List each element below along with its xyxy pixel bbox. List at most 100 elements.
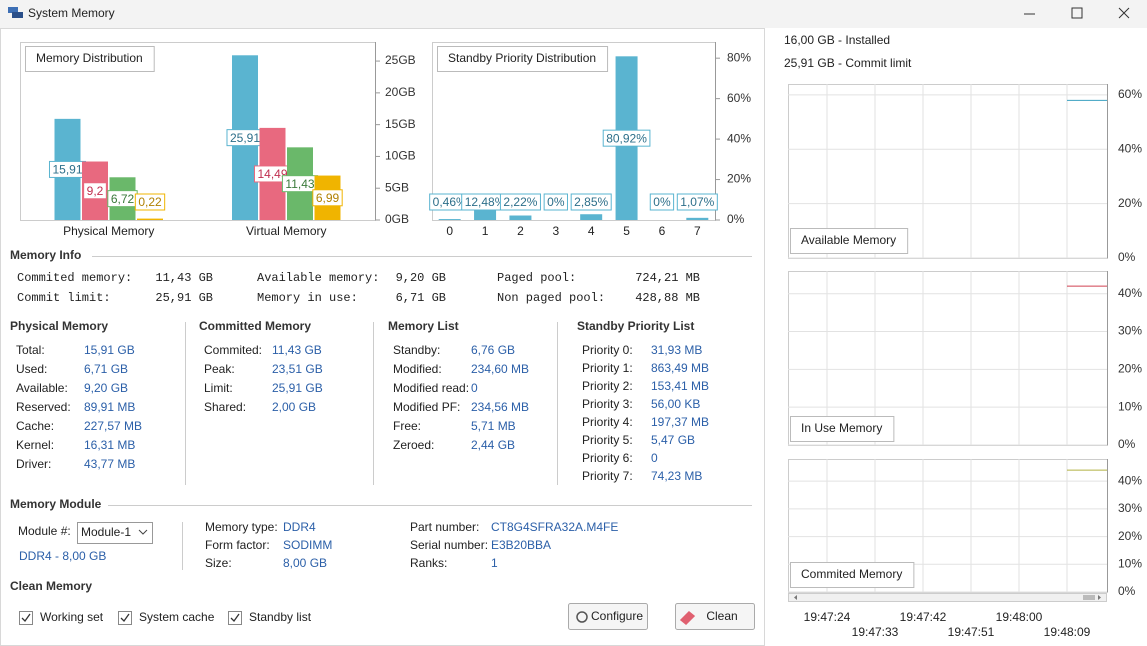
y-tick-label: 40% xyxy=(1118,286,1142,300)
list-title: Committed Memory xyxy=(199,319,311,333)
info-label: Non paged pool: xyxy=(497,291,605,305)
list-value: 6,71 GB xyxy=(84,362,128,376)
list-value: 89,91 MB xyxy=(84,400,135,414)
bar xyxy=(137,218,163,220)
button[interactable] xyxy=(675,603,755,630)
list-value: 23,51 GB xyxy=(272,362,323,376)
x-tick-label: 6 xyxy=(659,224,666,238)
list-value: 153,41 MB xyxy=(651,379,709,393)
commit-limit-text: 25,91 GB - Commit limit xyxy=(784,56,912,70)
list-value: 2,00 GB xyxy=(272,400,316,414)
button-icon xyxy=(576,611,588,623)
info-value: 9,20 GB xyxy=(396,271,446,285)
info-value: 724,21 MB xyxy=(635,271,700,285)
close-button[interactable] xyxy=(1118,7,1130,19)
info-label: Commit limit: xyxy=(17,291,111,305)
button-label: Configure xyxy=(591,609,643,623)
list-value: 31,93 MB xyxy=(651,343,702,357)
checkbox[interactable] xyxy=(118,611,132,625)
y-tick-label: 20% xyxy=(1118,362,1142,376)
list-label: Total: xyxy=(16,343,45,357)
x-tick-label: 3 xyxy=(552,224,559,238)
maximize-button[interactable] xyxy=(1071,7,1083,19)
list-label: Priority 3: xyxy=(582,397,633,411)
list-label: Shared: xyxy=(204,400,246,414)
list-label: Priority 4: xyxy=(582,415,633,429)
list-value: 6,76 GB xyxy=(471,343,515,357)
value-label: 6,99 xyxy=(316,191,340,205)
list-label: Modified: xyxy=(393,362,442,376)
value-label-box xyxy=(134,193,166,211)
value-label: 0,22 xyxy=(138,195,162,209)
y-tick-label: 20% xyxy=(1118,196,1142,210)
y-tick-label: 0% xyxy=(1118,250,1136,264)
y-tick-label: 20% xyxy=(1118,529,1142,543)
value-label-box xyxy=(602,129,651,147)
list-label: Reserved: xyxy=(16,400,71,414)
value-label-box xyxy=(649,193,675,211)
y-tick-label: 25GB xyxy=(385,53,416,67)
list-value: 5,71 MB xyxy=(471,419,516,433)
bar xyxy=(580,214,603,220)
detail-label: Ranks: xyxy=(410,556,447,570)
list-value: 0 xyxy=(471,381,478,395)
x-tick-label: 4 xyxy=(588,224,595,238)
info-label: Memory in use: xyxy=(257,291,358,305)
y-tick-label: 80% xyxy=(727,50,751,64)
value-label: 1,07% xyxy=(680,195,714,209)
x-tick-label: 19:47:51 xyxy=(948,625,995,639)
list-value: 2,44 GB xyxy=(471,438,515,452)
x-tick-label: 0 xyxy=(446,224,453,238)
scrollbar[interactable] xyxy=(788,593,1107,602)
list-value: 0 xyxy=(651,451,658,465)
list-title: Physical Memory xyxy=(10,319,108,333)
y-tick-label: 0% xyxy=(1118,584,1136,598)
list-value: 197,37 MB xyxy=(651,415,709,429)
x-tick-label: 1 xyxy=(482,224,489,238)
chart-title-box xyxy=(790,228,909,254)
list-value: 43,77 MB xyxy=(84,457,135,471)
value-label: 12,48% xyxy=(465,195,506,209)
value-label: 2,22% xyxy=(503,195,537,209)
y-tick-label: 30% xyxy=(1118,324,1142,338)
value-label-box xyxy=(312,189,343,207)
checkbox[interactable] xyxy=(19,611,33,625)
detail-value: 1 xyxy=(491,556,498,570)
info-label: Available memory: xyxy=(257,271,379,285)
y-tick-label: 40% xyxy=(727,131,751,145)
bar xyxy=(509,215,532,220)
list-label: Standby: xyxy=(393,343,440,357)
value-label-box xyxy=(83,182,107,200)
module-select[interactable] xyxy=(77,522,153,544)
list-label: Commited: xyxy=(204,343,262,357)
value-label: 14,49 xyxy=(257,167,287,181)
list-label: Driver: xyxy=(16,457,51,471)
checkmark xyxy=(230,613,240,623)
chart-title: Available Memory xyxy=(801,233,896,247)
value-label-box xyxy=(570,193,612,211)
y-tick-label: 60% xyxy=(1118,87,1142,101)
x-tick-label: Virtual Memory xyxy=(246,224,326,238)
value-label: 9,2 xyxy=(87,184,104,198)
y-tick-label: 15GB xyxy=(385,117,416,131)
detail-value: CT8G4SFRA32A.M4FE xyxy=(491,520,618,534)
detail-label: Memory type: xyxy=(205,520,278,534)
list-label: Peak: xyxy=(204,362,235,376)
chart-title-box xyxy=(790,562,915,588)
y-tick-label: 60% xyxy=(727,91,751,105)
x-tick-label: 19:47:42 xyxy=(900,610,947,624)
detail-label: Form factor: xyxy=(205,538,270,552)
checkmark xyxy=(120,613,130,623)
list-label: Kernel: xyxy=(16,438,54,452)
chart-title: Commited Memory xyxy=(801,567,902,581)
button[interactable] xyxy=(568,603,648,630)
value-label: 6,72 xyxy=(111,192,135,206)
info-value: 6,71 GB xyxy=(396,291,446,305)
list-value: 16,31 MB xyxy=(84,438,135,452)
info-value: 11,43 GB xyxy=(155,271,213,285)
x-tick-label: 19:47:33 xyxy=(852,625,899,639)
list-value: 25,91 GB xyxy=(272,381,323,395)
value-label: 15,91 xyxy=(52,163,82,177)
checkbox[interactable] xyxy=(228,611,242,625)
